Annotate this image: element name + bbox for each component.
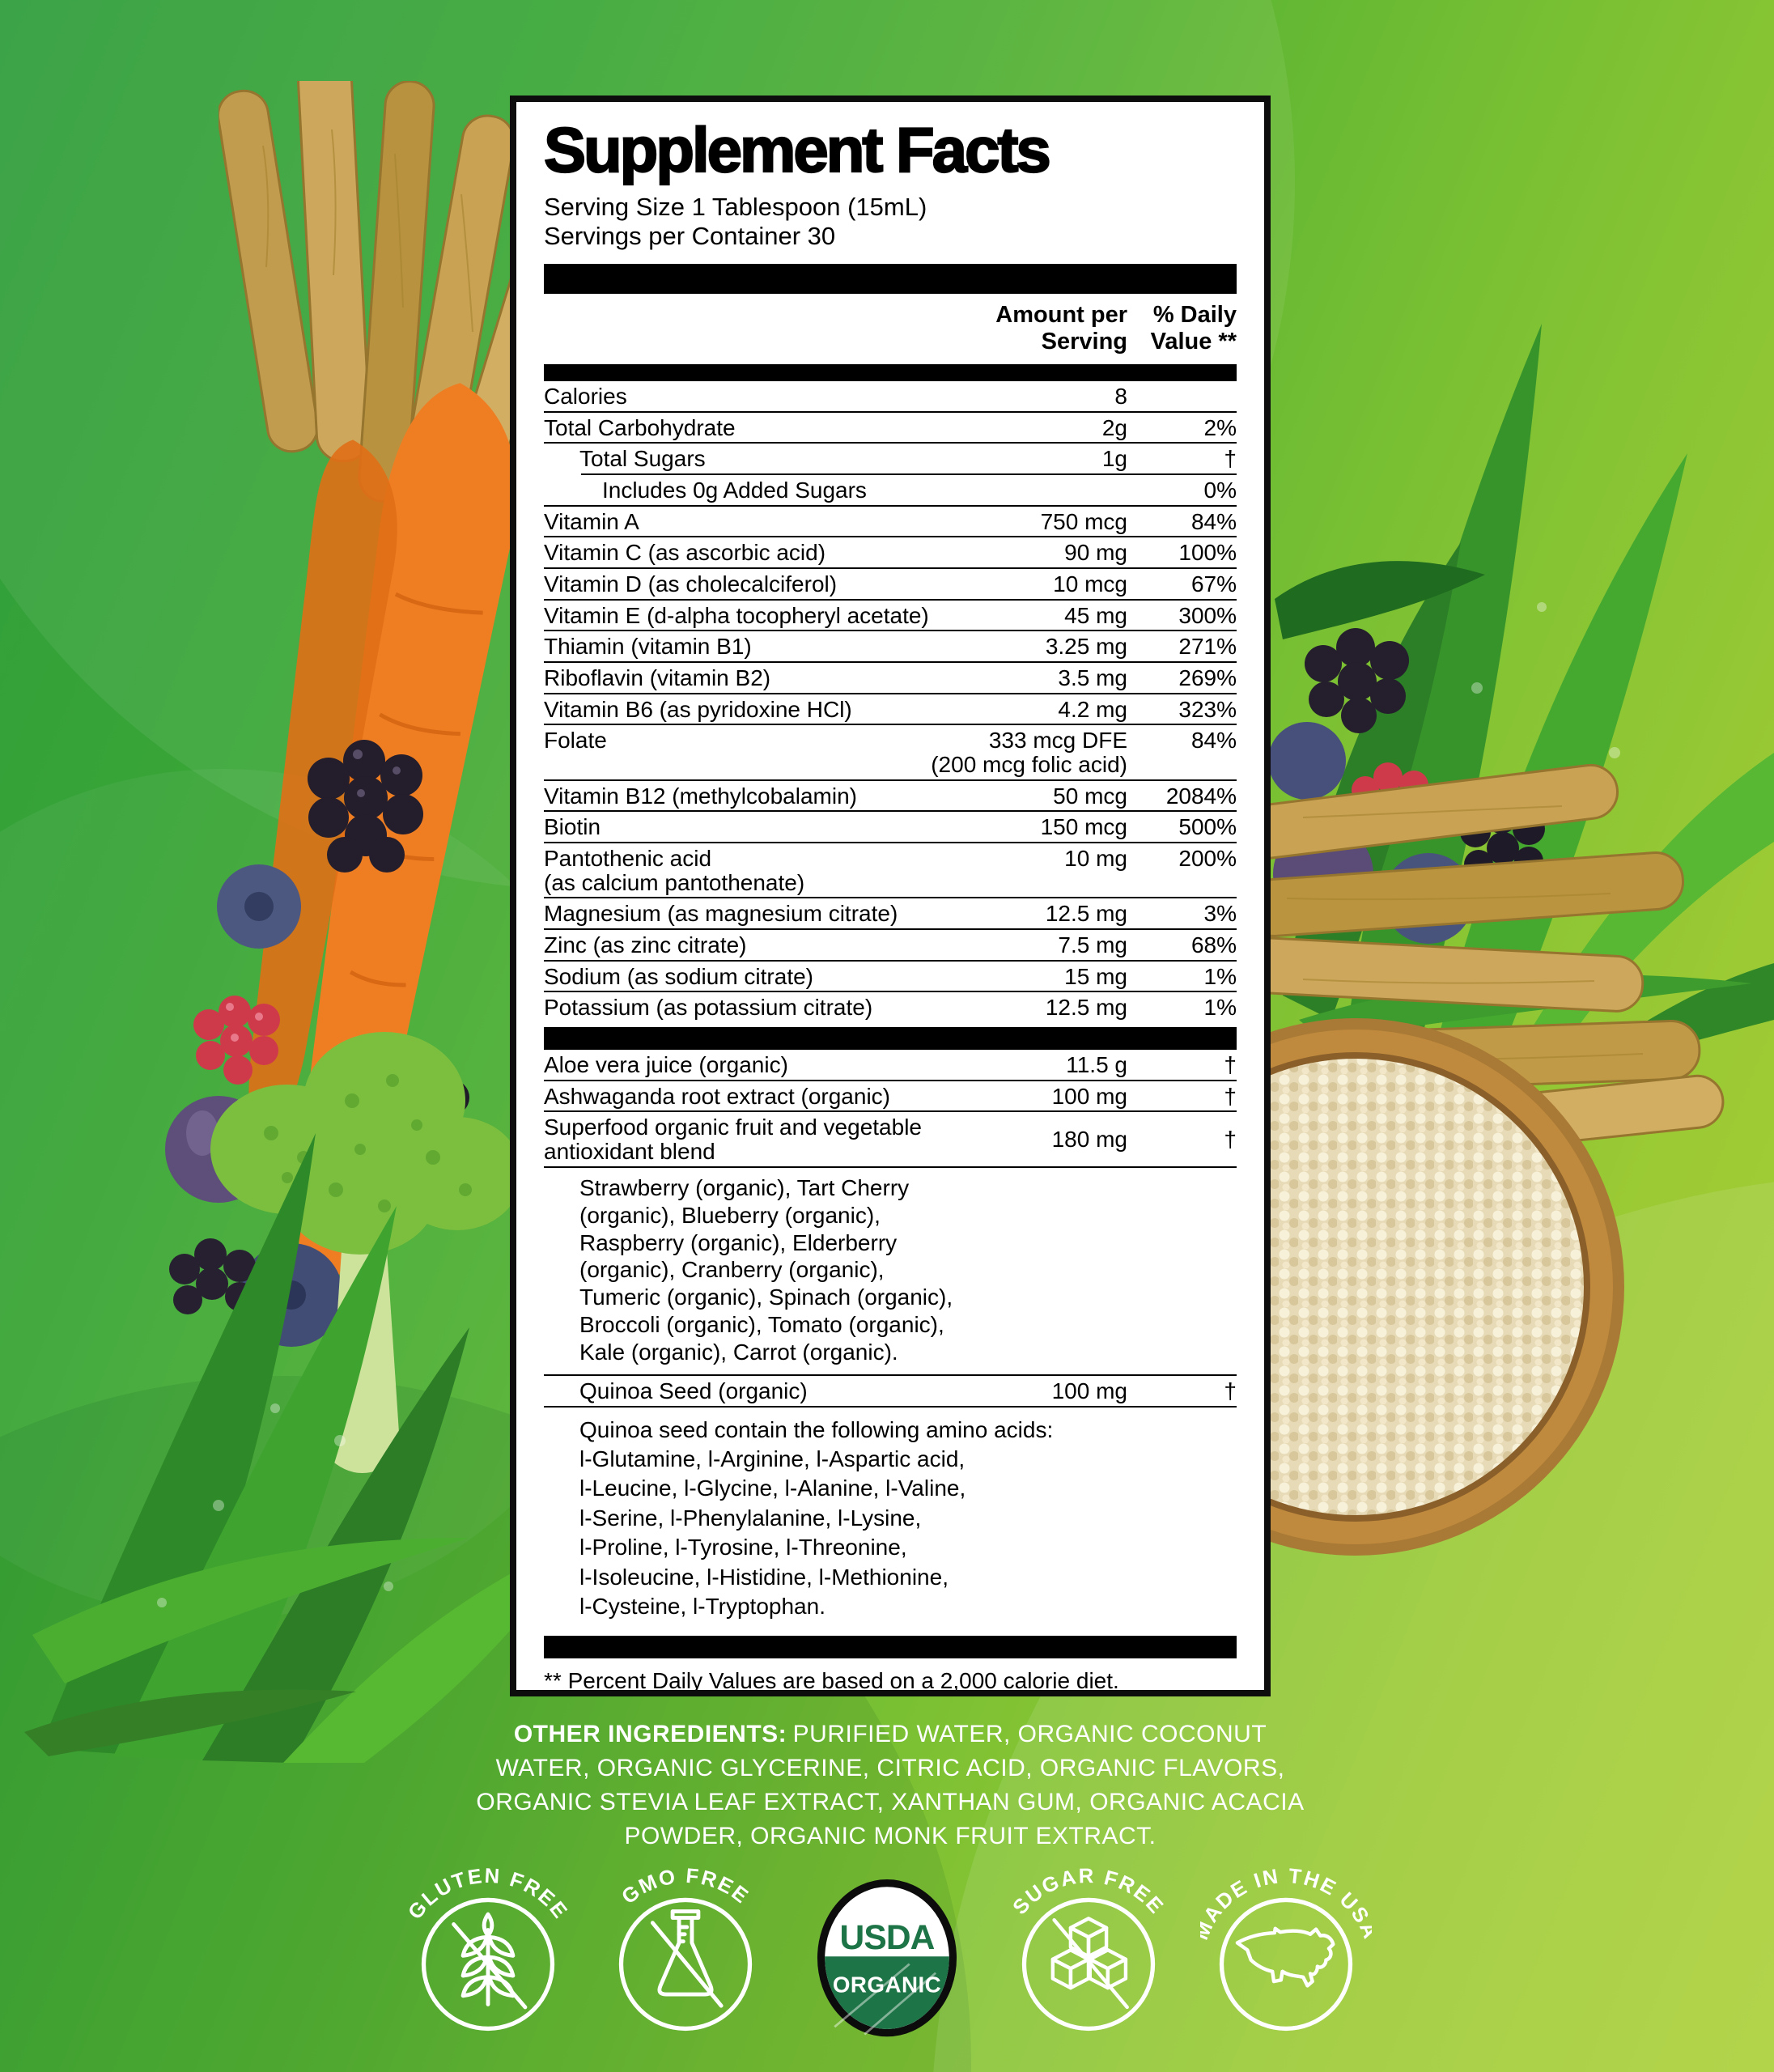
broccoli-image [210,1032,522,1473]
table-row: Superfood organic fruit and vegetable an… [544,1112,1237,1168]
table-header: Amount per Serving % Daily Value ** [544,294,1237,364]
table-row: Biotin 150 mcg 500% [544,812,1237,844]
gluten-free-badge: GLUTEN FREE [402,1831,574,2048]
table-row: Vitamin D (as cholecalciferol) 10 mcg 67… [544,569,1237,601]
sugar-free-badge: SUGAR FREE [1003,1831,1174,2048]
col-dv-header: % Daily Value ** [1150,302,1237,355]
amino-acids-list: Quinoa seed contain the following amino … [579,1416,1054,1619]
table-row: Vitamin A 750 mcg 84% [544,507,1237,538]
hairline [581,473,1237,476]
table-row: Vitamin E (d-alpha tocopheryl acetate) 4… [544,601,1237,632]
table-row: Sodium (as sodium citrate) 15 mg 1% [544,962,1237,993]
gmo-free-badge: GMO FREE [600,1831,771,2048]
certification-badges: GLUTEN FREE GMO FREE [0,1831,1774,2048]
table-row: Riboflavin (vitamin B2) 3.5 mg 269% [544,663,1237,694]
table-row: Magnesium (as magnesium citrate) 12.5 mg… [544,898,1237,931]
usda-label: USDA [840,1918,935,1957]
divider-bar [544,264,1237,295]
organic-label: ORGANIC [833,1972,941,1998]
table-row: Quinoa Seed (organic) 100 mg † [544,1376,1237,1408]
table-row: Pantothenic acid (as calcium pantothenat… [544,843,1237,899]
other-ingredients: OTHER INGREDIENTS: PURIFIED WATER, ORGANI… [469,1717,1311,1853]
antioxidant-blend-list: Strawberry (organic), Tart Cherry (organ… [544,1168,1237,1376]
wheat-icon [452,1912,528,2010]
raspberry [193,996,280,1085]
divider-bar [544,1027,1237,1051]
servings-per-container: Servings per Container 30 [544,221,836,250]
table-row: Total Carbohydrate 2g 2% [544,413,1237,444]
serving-size: Serving Size 1 Tablespoon (15mL) [544,192,927,221]
table-row: Includes 0g Added Sugars 0% [544,475,1237,507]
blackberry [308,740,423,873]
table-row: Potassium (as potassium citrate) 12.5 mg… [544,995,1237,1021]
table-row: Total Sugars 1g † [579,446,1237,472]
svg-text:SUGAR FREE: SUGAR FREE [1008,1865,1168,1919]
table-row: Vitamin C (as ascorbic acid) 90 mg 100% [544,537,1237,570]
table-row: Thiamin (vitamin B1) 3.25 mg 271% [544,631,1237,664]
table-row: Aloe vera juice (organic) 11.5 g † [544,1050,1237,1081]
table-row: Vitamin B12 (methylcobalamin) 50 mcg 208… [544,781,1237,813]
other-ingredients-label: OTHER INGREDIENTS: [513,1721,787,1747]
divider-bar [544,364,1237,382]
table-row: Zinc (as zinc citrate) 7.5 mg 68% [544,930,1237,962]
sugar-free-label: SUGAR FREE [1008,1865,1166,1919]
svg-text:GMO FREE: GMO FREE [618,1865,753,1909]
usda-organic-badge: USDA ORGANIC [797,1831,977,2048]
col-amount-header: Amount per Serving [995,302,1127,355]
table-row: Ashwaganda root extract (organic) 100 mg… [544,1081,1237,1113]
table-row: Calories 8 [544,381,1237,413]
table-row: Folate 333 mcg DFE (200 mcg folic acid) … [544,725,1237,781]
made-in-usa-badge: MADE IN THE USA [1200,1831,1372,2048]
aloe-leaves-image [24,1133,583,1763]
panel-title: Supplement Facts [543,114,1052,185]
gmo-free-label: GMO FREE [618,1865,751,1909]
sugar-cubes-icon [1050,1917,1129,2010]
supplement-facts-panel: Supplement Facts Serving Size 1 Tablespo… [510,96,1271,1696]
other-ingredients-text: PURIFIED WATER, ORGANIC COCONUT WATER, O… [476,1721,1305,1849]
flask-icon [650,1909,724,2008]
usa-map-icon [1235,1926,1335,1988]
footnote-daily-values: ** Percent Daily Values are based on a 2… [544,1668,1119,1694]
table-row: Vitamin B6 (as pyridoxine HCl) 4.2 mg 32… [544,694,1237,726]
divider-bar [544,1636,1237,1659]
